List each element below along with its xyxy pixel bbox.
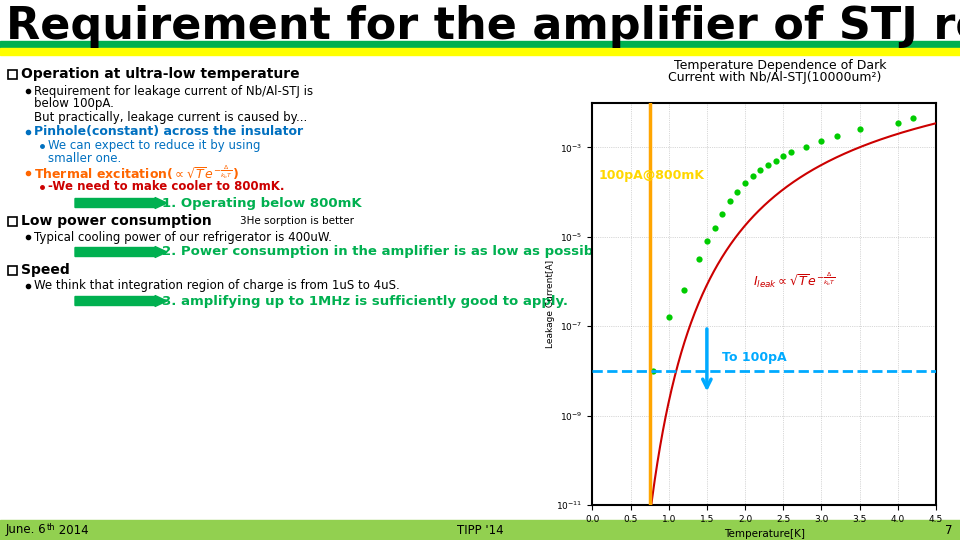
Bar: [8, 217, 17, 226]
Text: Low power consumption: Low power consumption: [21, 214, 212, 228]
Bar: [8, 266, 17, 275]
Text: -We need to make cooler to 800mK.: -We need to make cooler to 800mK.: [48, 180, 284, 193]
FancyArrow shape: [75, 198, 167, 208]
Text: below 100pA.: below 100pA.: [34, 98, 114, 111]
Text: $I_{leak}\propto\sqrt{T}e^{-\frac{\Delta}{k_b T}}$: $I_{leak}\propto\sqrt{T}e^{-\frac{\Delta…: [753, 271, 836, 290]
FancyArrow shape: [75, 295, 167, 307]
Text: Current with Nb/Al-STJ(10000um²): Current with Nb/Al-STJ(10000um²): [668, 71, 881, 84]
Text: 1. Operating below 800mK: 1. Operating below 800mK: [162, 197, 362, 210]
Text: 3He sorption is better: 3He sorption is better: [240, 216, 354, 226]
Text: But practically, leakage current is caused by...: But practically, leakage current is caus…: [34, 111, 307, 124]
Text: 3. amplifying up to 1MHz is sufficiently good to apply.: 3. amplifying up to 1MHz is sufficiently…: [162, 294, 568, 307]
FancyArrow shape: [75, 246, 167, 258]
Text: To 100pA: To 100pA: [722, 351, 787, 364]
Bar: [0, 48, 960, 55]
Text: Thermal excitation($\propto\sqrt{T}e^{-\frac{\Delta}{k_bT}}$): Thermal excitation($\propto\sqrt{T}e^{-\…: [34, 164, 239, 182]
Bar: [0, 520, 960, 540]
Text: 100pA@800mK: 100pA@800mK: [598, 168, 705, 181]
Text: Pinhole(constant) across the insulator: Pinhole(constant) across the insulator: [34, 125, 303, 138]
Text: smaller one.: smaller one.: [48, 152, 121, 165]
Text: TIPP '14: TIPP '14: [457, 523, 503, 537]
Text: We can expect to reduce it by using: We can expect to reduce it by using: [48, 139, 260, 152]
Text: Typical cooling power of our refrigerator is 400uW.: Typical cooling power of our refrigerato…: [34, 231, 332, 244]
Text: Requirement for leakage current of Nb/Al-STJ is: Requirement for leakage current of Nb/Al…: [34, 84, 313, 98]
Text: We think that integration region of charge is from 1uS to 4uS.: We think that integration region of char…: [34, 280, 399, 293]
Bar: [0, 41, 960, 48]
Y-axis label: Leakage Current[A]: Leakage Current[A]: [546, 260, 555, 348]
X-axis label: Temperature[K]: Temperature[K]: [724, 529, 804, 539]
Text: Speed: Speed: [21, 263, 70, 277]
Text: June. 6: June. 6: [6, 523, 47, 537]
Text: Operation at ultra-low temperature: Operation at ultra-low temperature: [21, 67, 300, 81]
Text: 7: 7: [945, 523, 952, 537]
Text: th: th: [47, 523, 56, 531]
Text: Temperature Dependence of Dark: Temperature Dependence of Dark: [674, 59, 886, 72]
Text: Requirement for the amplifier of STJ readout.: Requirement for the amplifier of STJ rea…: [6, 5, 960, 49]
Text: 2. Power consumption in the amplifier is as low as possible.: 2. Power consumption in the amplifier is…: [162, 246, 612, 259]
Text: 2014: 2014: [55, 523, 88, 537]
Bar: [8, 70, 17, 79]
